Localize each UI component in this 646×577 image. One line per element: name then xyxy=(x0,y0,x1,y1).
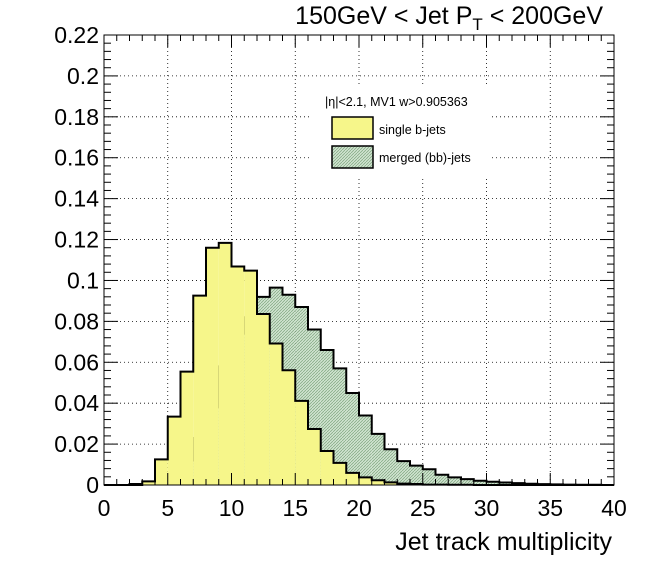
x-tick-label: 40 xyxy=(601,495,627,521)
bar-single-b-jets xyxy=(206,248,219,485)
x-tick-label: 20 xyxy=(346,495,372,521)
y-tick-label: 0.12 xyxy=(54,227,99,253)
bar-single-b-jets xyxy=(295,401,308,485)
x-axis-label: Jet track multiplicity xyxy=(395,528,612,556)
y-tick-label: 0 xyxy=(86,472,99,498)
x-tick-label: 5 xyxy=(161,495,174,521)
bar-single-b-jets xyxy=(181,372,194,485)
x-tick-label: 35 xyxy=(537,495,563,521)
y-tick-label: 0.22 xyxy=(54,22,99,48)
bar-merged-bb-jets xyxy=(397,461,410,485)
bar-single-b-jets xyxy=(219,243,232,485)
y-tick-label: 0.06 xyxy=(54,349,99,375)
y-tick-label: 0.1 xyxy=(67,267,99,293)
legend-swatch-merged-bb-jets xyxy=(332,146,373,168)
bar-single-b-jets xyxy=(232,267,245,485)
x-tick-label: 15 xyxy=(282,495,308,521)
y-tick-label: 0.2 xyxy=(67,63,99,89)
y-tick-label: 0.18 xyxy=(54,104,99,130)
bar-single-b-jets xyxy=(283,370,296,485)
bar-merged-bb-jets xyxy=(346,393,359,485)
legend-swatch-single-b-jets xyxy=(332,117,373,139)
chart-title-prefix: 150GeV < Jet P xyxy=(295,2,472,30)
bar-merged-bb-jets xyxy=(359,415,372,485)
bar-single-b-jets xyxy=(244,271,257,485)
bar-single-b-jets xyxy=(155,459,168,485)
y-tick-label: 0.04 xyxy=(54,390,99,416)
bar-single-b-jets xyxy=(359,477,372,485)
chart-title-suffix: < 200GeV xyxy=(483,2,604,30)
x-tick-label: 10 xyxy=(219,495,245,521)
x-tick-label: 25 xyxy=(410,495,436,521)
legend: |η|<2.1, MV1 w>0.905363 single b-jets me… xyxy=(309,84,489,176)
x-tick-label: 30 xyxy=(474,495,500,521)
bar-merged-bb-jets xyxy=(372,434,385,485)
bar-single-b-jets xyxy=(270,343,283,485)
bar-merged-bb-jets xyxy=(410,466,423,485)
bar-single-b-jets xyxy=(346,473,359,485)
chart-title: 150GeV < Jet PT < 200GeV xyxy=(295,2,603,34)
bar-single-b-jets xyxy=(308,429,321,485)
legend-header: |η|<2.1, MV1 w>0.905363 xyxy=(325,95,468,109)
chart-title-subscript: T xyxy=(472,15,482,34)
x-tick-label: 0 xyxy=(98,495,111,521)
y-tick-label: 0.08 xyxy=(54,308,99,334)
bar-merged-bb-jets xyxy=(385,449,398,485)
legend-label-single-b-jets: single b-jets xyxy=(379,123,446,137)
bar-merged-bb-jets xyxy=(436,475,449,485)
bar-merged-bb-jets xyxy=(423,469,436,485)
bar-single-b-jets xyxy=(193,296,206,485)
x-tick-labels: 0 5 10 15 20 25 30 35 40 xyxy=(98,495,627,521)
bar-single-b-jets xyxy=(257,314,270,485)
y-tick-label: 0.14 xyxy=(54,186,99,212)
legend-label-merged-bb-jets: merged (bb)-jets xyxy=(379,151,471,165)
bar-single-b-jets xyxy=(334,463,347,485)
bar-single-b-jets xyxy=(321,451,334,485)
y-tick-labels: 0 0.02 0.04 0.06 0.08 0.1 0.12 0.14 0.16 0.18 0.2 0… xyxy=(54,22,99,498)
y-tick-label: 0.02 xyxy=(54,431,99,457)
y-tick-label: 0.16 xyxy=(54,145,99,171)
bar-single-b-jets xyxy=(168,417,181,485)
